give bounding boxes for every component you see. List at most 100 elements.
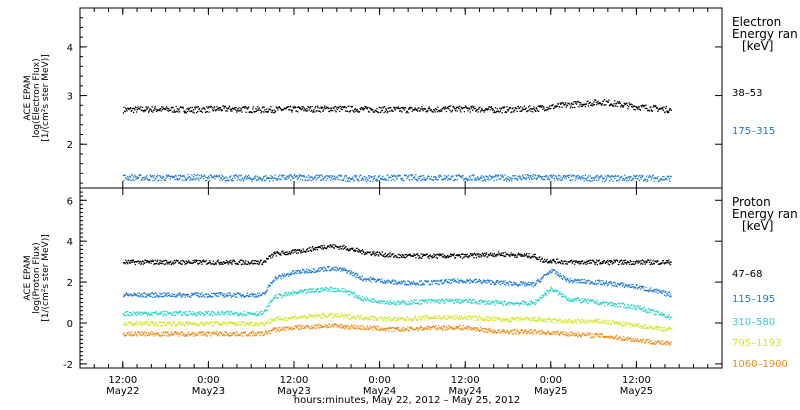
- proton-data-point: [226, 322, 228, 324]
- proton-y-tick-label: -2: [63, 360, 73, 371]
- proton-data-point: [135, 311, 137, 314]
- proton-data-point: [433, 253, 435, 255]
- electron-data-point: [496, 179, 498, 181]
- electron-data-point: [608, 99, 610, 101]
- proton-data-point: [163, 321, 165, 323]
- electron-data-point: [364, 105, 366, 108]
- proton-data-point: [258, 322, 261, 324]
- proton-data-point: [642, 286, 645, 288]
- proton-data-point: [363, 279, 365, 281]
- proton-data-point: [422, 282, 424, 284]
- proton-data-point: [565, 296, 567, 298]
- proton-data-point: [547, 272, 549, 274]
- proton-data-point: [461, 301, 464, 303]
- proton-data-point: [645, 262, 648, 264]
- proton-data-point: [500, 253, 502, 255]
- proton-data-point: [630, 304, 633, 306]
- proton-data-point: [162, 315, 164, 317]
- proton-data-point: [253, 296, 255, 298]
- proton-data-point: [354, 250, 356, 252]
- proton-data-point: [396, 300, 398, 302]
- proton-data-point: [166, 310, 168, 312]
- proton-data-point: [611, 302, 613, 304]
- electron-data-point: [260, 109, 262, 111]
- proton-data-point: [552, 291, 554, 293]
- proton-data-point: [399, 301, 401, 303]
- proton-data-point: [348, 270, 350, 272]
- electron-data-point: [365, 180, 367, 182]
- proton-data-point: [207, 322, 209, 324]
- proton-data-point: [161, 322, 163, 324]
- proton-data-point: [628, 284, 630, 286]
- electron-data-point: [474, 179, 476, 181]
- proton-data-point: [228, 313, 231, 315]
- electron-data-point: [162, 176, 165, 178]
- proton-data-point: [424, 254, 427, 256]
- proton-data-point: [196, 322, 198, 325]
- electron-data-point: [592, 105, 594, 107]
- proton-data-point: [265, 261, 267, 263]
- proton-data-point: [200, 313, 202, 316]
- electron-data-point: [645, 175, 648, 177]
- proton-data-point: [168, 294, 171, 296]
- electron-data-point: [216, 106, 218, 108]
- proton-data-point: [317, 287, 319, 290]
- electron-data-point: [146, 175, 148, 177]
- proton-data-point: [411, 281, 413, 283]
- proton-data-point: [173, 321, 175, 323]
- proton-data-point: [388, 301, 390, 304]
- electron-data-point: [556, 178, 558, 180]
- electron-data-point: [339, 110, 341, 113]
- proton-data-point: [473, 252, 476, 254]
- proton-data-point: [144, 311, 146, 313]
- electron-data-point: [399, 110, 401, 112]
- electron-data-point: [511, 111, 513, 113]
- proton-data-point: [546, 289, 548, 292]
- electron-data-point: [260, 111, 262, 114]
- proton-data-point: [161, 311, 163, 313]
- proton-data-point: [648, 308, 651, 311]
- electron-data-point: [126, 178, 128, 180]
- electron-data-point: [187, 173, 189, 176]
- electron-data-point: [362, 178, 364, 180]
- proton-data-point: [513, 254, 515, 256]
- electron-data-point: [544, 179, 546, 181]
- electron-data-point: [462, 175, 464, 177]
- proton-data-point: [573, 280, 575, 283]
- proton-data-point: [331, 267, 334, 269]
- electron-data-point: [587, 176, 589, 179]
- proton-data-point: [605, 281, 607, 284]
- electron-data-point: [511, 177, 513, 179]
- proton-data-point: [155, 262, 158, 265]
- proton-data-point: [361, 295, 364, 298]
- proton-data-point: [291, 294, 294, 296]
- proton-data-point: [555, 262, 557, 265]
- electron-data-point: [316, 105, 319, 107]
- electron-data-point: [334, 105, 337, 108]
- proton-data-point: [475, 278, 477, 280]
- electron-data-point: [378, 180, 380, 182]
- proton-data-point: [149, 314, 151, 316]
- electron-data-point: [178, 108, 180, 110]
- electron-data-point: [182, 175, 184, 177]
- proton-data-point: [285, 291, 288, 293]
- proton-data-point: [170, 313, 172, 315]
- proton-data-point: [526, 283, 528, 285]
- electron-data-point: [510, 178, 512, 180]
- electron-data-point: [663, 175, 665, 178]
- electron-data-point: [535, 178, 537, 181]
- electron-data-point: [554, 105, 556, 107]
- electron-data-point: [639, 109, 642, 111]
- electron-data-point: [533, 177, 536, 179]
- proton-data-point: [197, 295, 199, 297]
- proton-data-point: [160, 260, 162, 262]
- electron-data-point: [453, 107, 455, 109]
- proton-data-point: [508, 254, 510, 256]
- proton-data-point: [417, 254, 419, 257]
- proton-data-point: [630, 261, 632, 263]
- proton-data-point: [301, 271, 303, 273]
- electron-data-point: [325, 179, 327, 181]
- proton-data-point: [423, 300, 425, 302]
- proton-data-point: [123, 324, 125, 326]
